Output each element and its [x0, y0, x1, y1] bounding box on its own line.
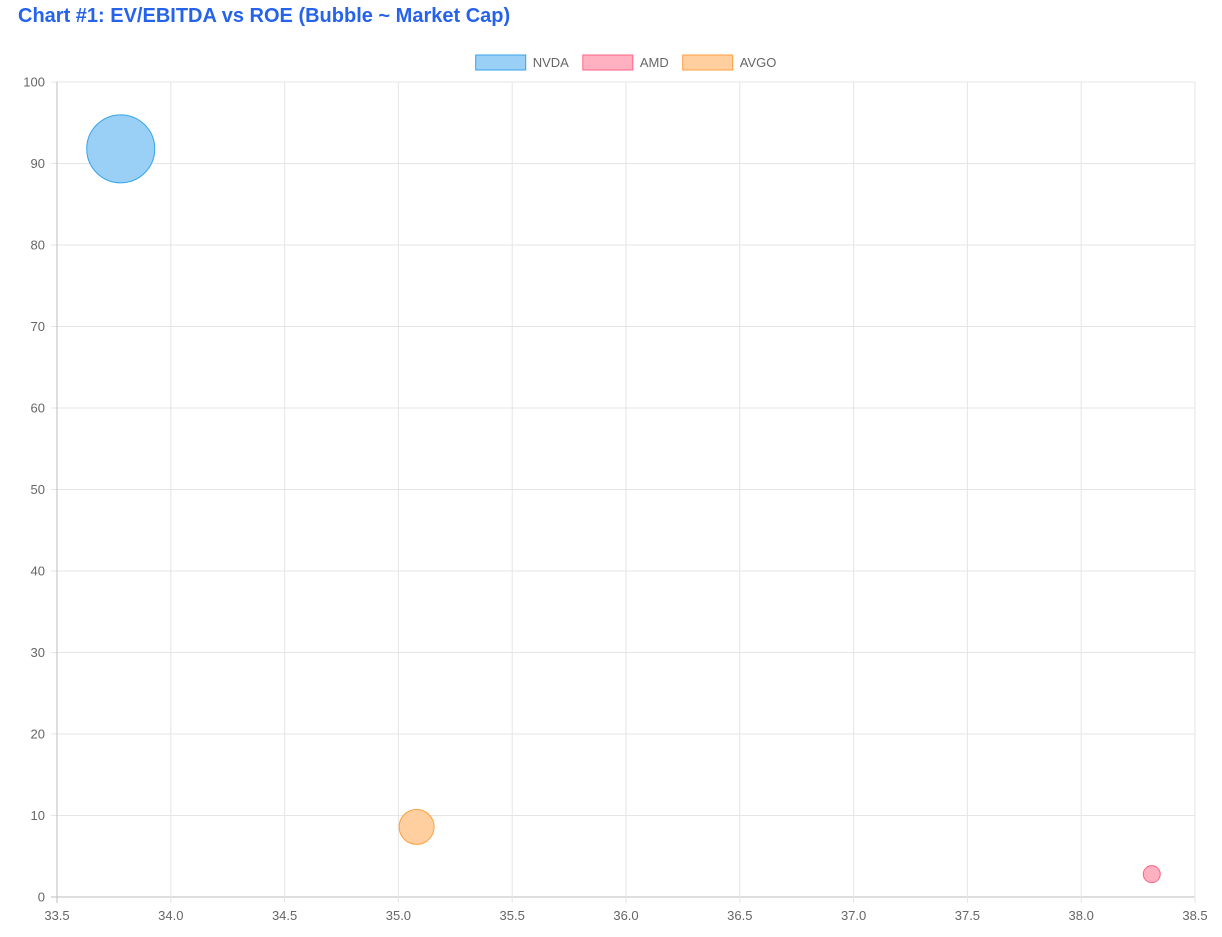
chart-title: Chart #1: EV/EBITDA vs ROE (Bubble ~ Mar… [18, 5, 511, 27]
legend-label: AMD [640, 55, 669, 70]
y-tick-label: 0 [38, 890, 45, 905]
legend-swatch [582, 54, 634, 71]
y-axis-ticks: 0 10 20 30 40 50 60 70 80 90 100 [23, 75, 45, 905]
y-tick-label: 30 [31, 645, 45, 660]
y-tick-label: 80 [31, 238, 45, 253]
x-tick-label: 36.5 [727, 908, 752, 923]
y-tick-label: 60 [31, 401, 45, 416]
bubble-nvda[interactable] [86, 114, 156, 184]
y-tick-label: 90 [31, 156, 45, 171]
x-tick-label: 35.0 [386, 908, 411, 923]
x-tick-label: 35.5 [500, 908, 525, 923]
x-tick-label: 34.0 [158, 908, 183, 923]
x-tick-label: 34.5 [272, 908, 297, 923]
y-tick-label: 40 [31, 564, 45, 579]
legend-swatch [682, 54, 734, 71]
y-tick-label: 70 [31, 319, 45, 334]
legend-swatch [475, 54, 527, 71]
x-tick-label: 38.5 [1182, 908, 1207, 923]
bubble-amd[interactable] [1142, 865, 1161, 884]
y-tick-label: 50 [31, 482, 45, 497]
legend-item-avgo[interactable]: AVGO [682, 54, 777, 71]
legend-item-nvda[interactable]: NVDA [475, 54, 569, 71]
legend-label: NVDA [533, 55, 569, 70]
x-tick-label: 33.5 [44, 908, 69, 923]
bubble-avgo[interactable] [398, 808, 435, 845]
y-tick-label: 20 [31, 727, 45, 742]
legend-item-amd[interactable]: AMD [582, 54, 669, 71]
legend[interactable]: NVDA AMD AVGO [475, 54, 777, 71]
legend-label: AVGO [740, 55, 777, 70]
x-tick-label: 37.5 [955, 908, 980, 923]
y-tick-label: 10 [31, 808, 45, 823]
x-tick-label: 37.0 [841, 908, 866, 923]
x-tick-label: 38.0 [1069, 908, 1094, 923]
x-axis-ticks: 33.5 34.0 34.5 35.0 35.5 36.0 36.5 37.0 37.5 38.0… [44, 908, 1207, 923]
y-tick-label: 100 [23, 75, 45, 90]
x-tick-label: 36.0 [613, 908, 638, 923]
grid-lines [51, 81, 1196, 903]
bubbles [86, 114, 1161, 884]
